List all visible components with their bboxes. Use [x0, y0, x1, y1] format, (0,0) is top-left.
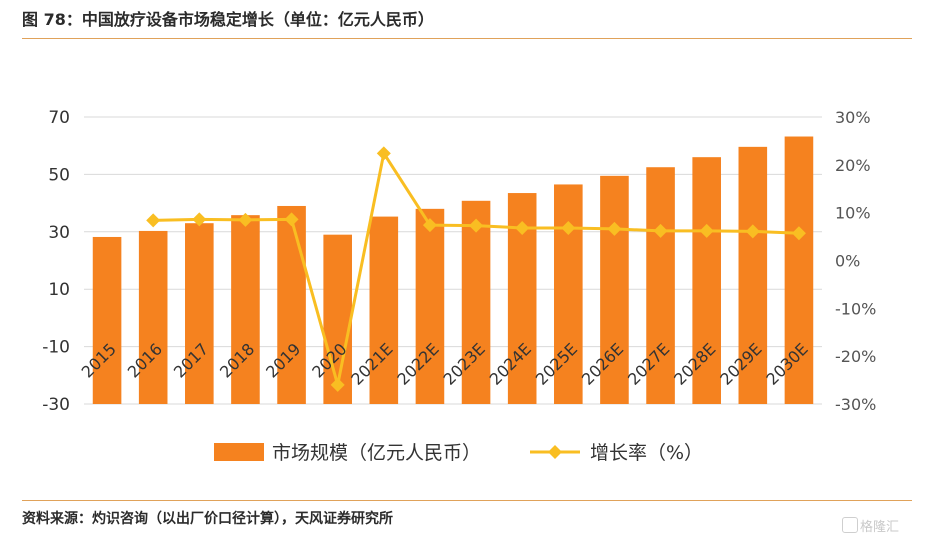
- growth-point-2025E: [561, 220, 576, 235]
- top-divider: [22, 38, 912, 39]
- growth-point-2020: [330, 377, 345, 392]
- bar-2023E: [461, 200, 491, 404]
- y-left-tick-label: 30: [48, 223, 70, 243]
- y-right-tick-label: 10%: [835, 204, 871, 223]
- bar-2019: [277, 205, 306, 404]
- watermark: 格隆汇: [842, 516, 899, 535]
- y-right-tick-label: -20%: [835, 347, 876, 366]
- source-note: 资料来源：灼识咨询（以出厂价口径计算），天风证券研究所: [22, 511, 393, 527]
- y-right-tick-label: 30%: [835, 108, 871, 127]
- figure-title: 图 78：中国放疗设备市场稳定增长（单位：亿元人民币）: [22, 10, 434, 29]
- growth-point-2019: [284, 212, 299, 227]
- legend-bar-label: 市场规模（亿元人民币）: [272, 442, 481, 464]
- y-right-tick-label: -30%: [835, 395, 876, 414]
- legend-line-marker: [548, 445, 562, 459]
- growth-point-2026E: [607, 221, 622, 236]
- watermark-text: 格隆汇: [860, 520, 900, 535]
- bar-2022E: [415, 208, 445, 404]
- growth-point-2029E: [745, 224, 760, 239]
- bar-2030E: [784, 136, 814, 405]
- bar-2021E: [369, 216, 399, 404]
- y-left-tick-label: 70: [48, 108, 70, 128]
- bar-2029E: [738, 146, 768, 404]
- bottom-divider: [22, 500, 912, 501]
- growth-point-2030E: [791, 226, 806, 241]
- y-left-tick-label: 10: [48, 280, 70, 300]
- bar-2028E: [692, 157, 721, 404]
- growth-point-2023E: [469, 218, 484, 233]
- growth-point-2021E: [376, 146, 391, 161]
- y-left-tick-label: -10: [42, 338, 70, 358]
- y-left-tick-label: -30: [42, 395, 70, 415]
- growth-point-2017: [192, 212, 207, 227]
- legend-line-label: 增长率（%）: [590, 442, 703, 464]
- bar-2016: [138, 230, 168, 404]
- bar-2017: [185, 223, 214, 404]
- growth-point-2027E: [653, 223, 668, 238]
- growth-point-2028E: [699, 223, 714, 238]
- bar-2026E: [600, 175, 629, 404]
- growth-point-2024E: [515, 220, 530, 235]
- y-right-tick-label: 0%: [835, 252, 860, 271]
- legend-bar-swatch: [214, 443, 264, 461]
- bar-2015: [92, 236, 122, 404]
- watermark-logo-icon: [842, 517, 858, 533]
- growth-point-2022E: [422, 218, 437, 233]
- bar-2027E: [646, 167, 675, 404]
- y-right-tick-label: 20%: [835, 156, 871, 175]
- y-left-tick-label: 50: [48, 165, 70, 185]
- bar-2020: [323, 234, 352, 404]
- bar-2018: [231, 215, 260, 404]
- growth-point-2016: [146, 213, 161, 228]
- y-right-tick-label: -10%: [835, 299, 876, 318]
- growth-point-2018: [238, 212, 253, 227]
